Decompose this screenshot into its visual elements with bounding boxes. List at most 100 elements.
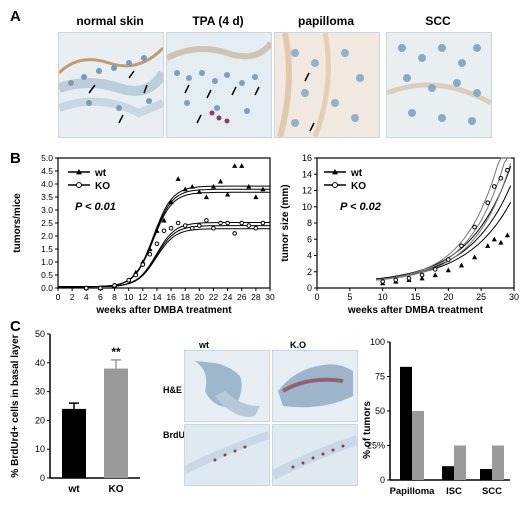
data-point-wt — [175, 176, 181, 181]
data-point-wt — [432, 272, 438, 278]
y-tick-label: 2.0 — [41, 231, 53, 241]
data-point-KO — [168, 225, 174, 231]
data-point-KO — [175, 220, 181, 226]
x-axis-label: weeks after DMBA treatment — [347, 305, 484, 315]
legend-label-wt: wt — [350, 168, 363, 179]
micro-row-brdu: BrdU — [163, 430, 185, 440]
fit-curve-KO — [376, 163, 512, 281]
data-point-KO — [197, 223, 202, 228]
x-tick-label: 24 — [223, 292, 233, 302]
data-point-KO — [147, 251, 153, 257]
bar-wt-SCC — [480, 468, 492, 480]
data-point-wt — [232, 163, 238, 168]
x-tick-label: SCC — [482, 486, 502, 497]
tumors-per-mice-chart: 0.00.51.01.52.02.53.03.54.04.55.00 2 4 6 8 10… — [12, 153, 275, 315]
data-point-KO — [246, 223, 252, 228]
title-papilloma: papilloma — [297, 14, 354, 28]
data-point-KO — [83, 285, 89, 291]
data-point-KO — [485, 200, 491, 205]
x-tick-label: 26 — [237, 292, 247, 302]
data-point-KO — [211, 225, 216, 231]
histology-normal-skin — [58, 32, 164, 138]
p-value-annotation: P < 0.01 — [75, 201, 116, 213]
legend-marker-wt — [332, 169, 338, 175]
panel-c-letter: C — [10, 318, 21, 335]
y-tick-label: 30 — [35, 387, 45, 397]
y-tick-label: 0.0 — [41, 283, 53, 293]
y-tick-label: 0 — [380, 475, 385, 485]
data-point-wt — [203, 194, 209, 200]
micro-header-ko: K.O — [290, 340, 307, 350]
y-axis-label: % BrdUrd+ cells in basal layer — [10, 334, 21, 477]
y-tick-label: 4 — [307, 251, 312, 261]
x-tick-label: wt — [67, 484, 80, 495]
data-point-KO — [472, 224, 477, 230]
data-point-wt — [239, 163, 245, 168]
fit-curve-KO — [58, 222, 270, 288]
data-point-KO — [393, 277, 399, 283]
y-tick-label: 40 — [35, 358, 45, 368]
p-value-annotation: P < 0.02 — [340, 201, 381, 213]
data-point-KO — [225, 220, 230, 226]
x-tick-label: 4 — [84, 292, 89, 302]
y-tick-label: 4.5 — [41, 166, 53, 176]
x-tick-label: 2 — [70, 292, 75, 302]
data-point-KO — [380, 279, 385, 284]
y-tick-label: 4.0 — [41, 179, 53, 189]
micrograph-brdu-wt — [184, 424, 270, 486]
title-tpa: TPA (4 d) — [192, 14, 244, 28]
x-tick-label: 10 — [124, 292, 134, 302]
x-tick-label: 15 — [410, 292, 420, 302]
data-point-wt — [225, 191, 231, 197]
panel-b-letter: B — [10, 150, 21, 167]
data-point-wt — [458, 262, 465, 268]
y-tick-label: 10 — [302, 202, 312, 212]
bar-wt-Papilloma — [400, 366, 412, 480]
x-tick-label: 30 — [265, 292, 275, 302]
data-point-KO — [432, 267, 438, 272]
micro-row-he: H&E — [163, 385, 183, 395]
x-axis-label: weeks after DMBA treatment — [95, 305, 232, 315]
y-tick-label: 14 — [302, 169, 312, 179]
fit-curve-KO — [376, 157, 511, 281]
data-point-KO — [505, 167, 510, 173]
plot-frame — [316, 157, 515, 289]
data-point-wt — [161, 217, 167, 223]
y-tick-label: 50 — [35, 329, 45, 339]
data-point-wt — [147, 246, 153, 252]
histology-scc — [386, 32, 492, 138]
y-axis-label: % of tumors — [362, 401, 373, 459]
y-tick-label: 0 — [307, 283, 312, 293]
data-point-wt — [485, 243, 491, 248]
y-tick-label: 6 — [307, 234, 312, 244]
brdu-bar-chart: 0 10 20 30 40 50 wt KO ** % BrdUrd+ cells in basa… — [10, 329, 140, 495]
y-tick-label: 2 — [307, 267, 312, 277]
data-point-wt — [491, 236, 497, 242]
data-point-KO — [232, 231, 237, 236]
data-point-KO — [140, 262, 146, 267]
micrograph-brdu-ko — [272, 424, 358, 486]
x-tick-label: 30 — [509, 292, 519, 302]
data-point-wt — [472, 254, 478, 260]
y-tick-label: 50 — [375, 406, 385, 416]
x-tick-label: 28 — [251, 292, 261, 302]
bar-KO — [104, 368, 128, 478]
data-point-KO — [133, 272, 139, 278]
micrograph-he-wt — [184, 350, 270, 422]
x-tick-label: 0 — [56, 292, 61, 302]
y-tick-label: 2.5 — [41, 218, 53, 228]
x-tick-label: 0 — [314, 292, 319, 302]
legend-marker-wt — [76, 169, 82, 175]
y-tick-label: 20 — [35, 415, 45, 425]
data-point-wt — [246, 184, 252, 189]
data-point-KO — [182, 223, 188, 228]
legend-label-ko: KO — [351, 181, 366, 192]
data-point-KO — [239, 220, 245, 226]
x-tick-label: 6 — [98, 292, 103, 302]
x-tick-label: KO — [109, 484, 124, 495]
tumor-type-bar-chart: 0 25% 50 75 100 Papilloma ISC SCC % of tumors — [362, 337, 510, 497]
data-point-KO — [419, 272, 425, 278]
legend-label-ko: KO — [95, 181, 110, 192]
micrograph-he-ko — [272, 350, 358, 422]
data-point-KO — [204, 218, 209, 223]
